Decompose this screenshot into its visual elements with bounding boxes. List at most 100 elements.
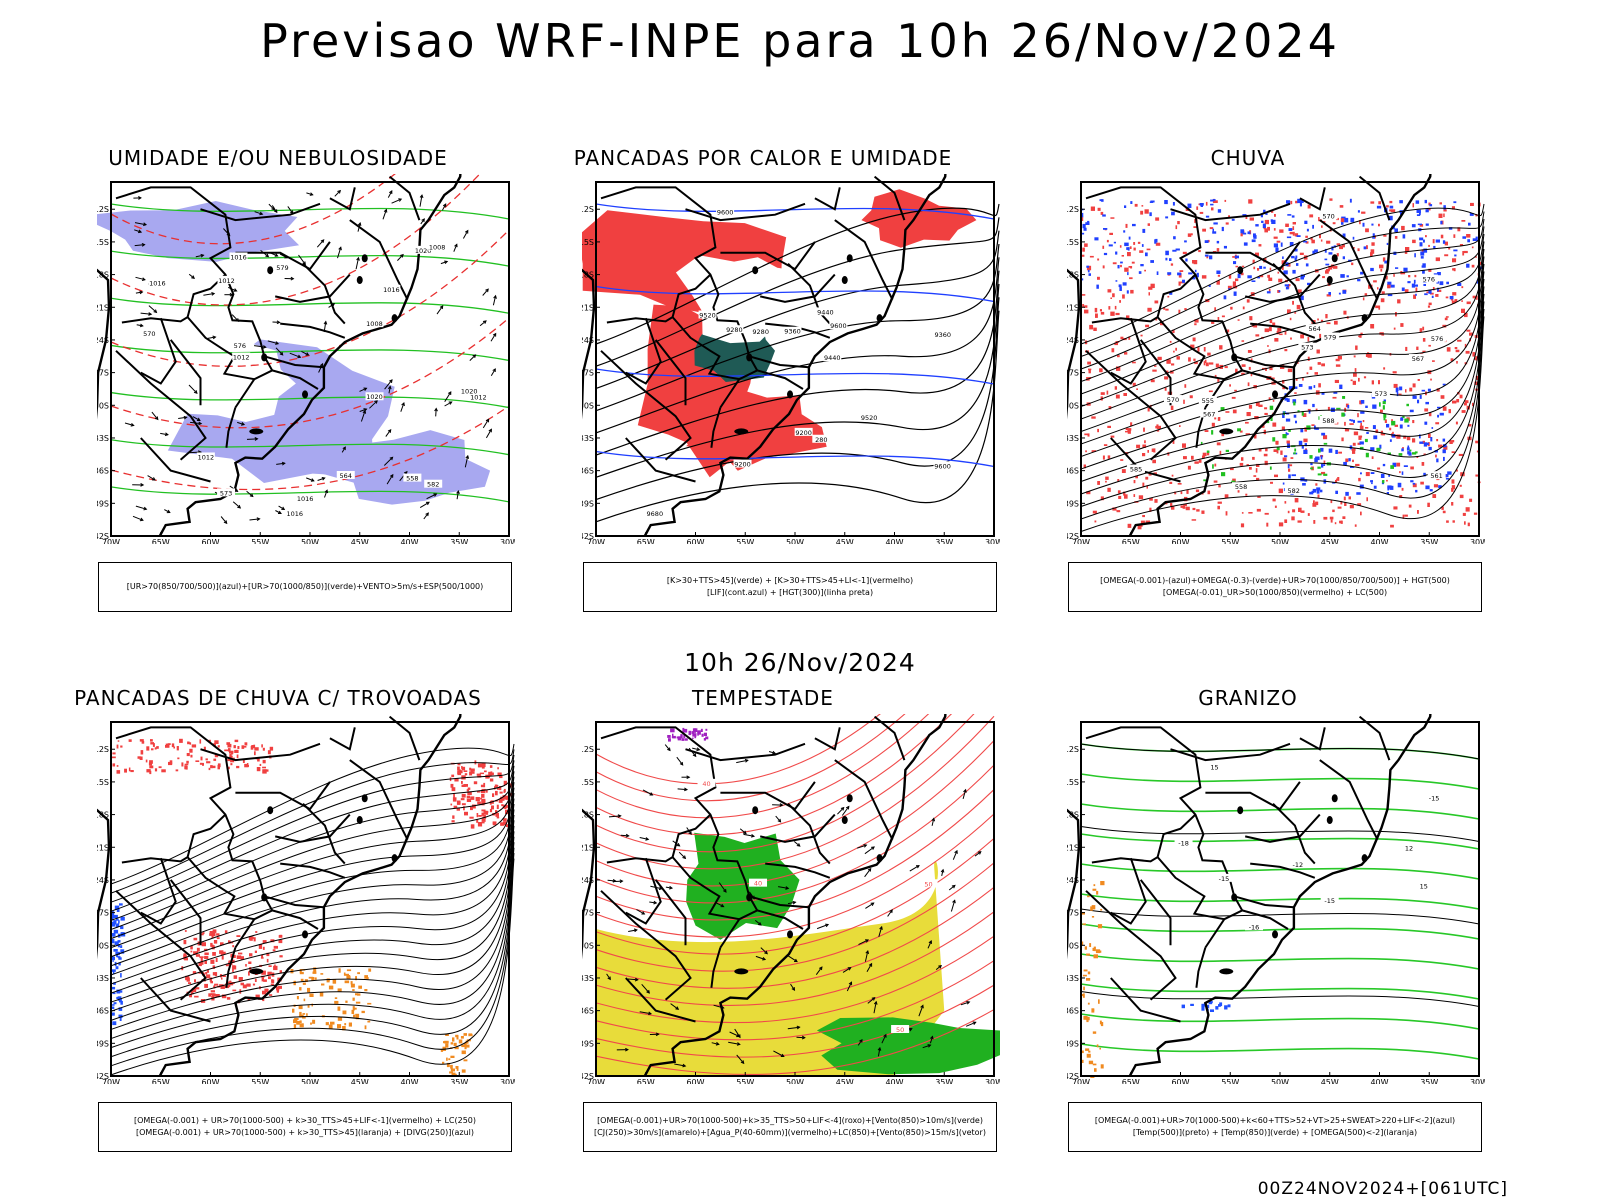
speckle bbox=[1437, 406, 1441, 409]
speckle bbox=[1444, 474, 1449, 478]
speckle bbox=[1132, 361, 1136, 364]
speckle bbox=[1205, 362, 1209, 367]
speckle bbox=[1366, 497, 1368, 502]
speckle bbox=[250, 745, 254, 750]
speckle bbox=[367, 1020, 371, 1023]
speckle bbox=[1274, 505, 1277, 508]
speckle bbox=[1120, 336, 1124, 340]
wind-vector bbox=[132, 515, 144, 521]
speckle bbox=[1267, 274, 1270, 278]
speckle bbox=[1318, 383, 1321, 388]
state-border bbox=[1205, 241, 1301, 271]
speckle bbox=[1085, 450, 1087, 453]
speckle bbox=[1325, 270, 1329, 274]
contour-line bbox=[1080, 991, 1480, 1007]
contour-label: 1020 bbox=[461, 388, 478, 396]
speckle bbox=[463, 1042, 467, 1046]
speckle bbox=[452, 797, 457, 802]
speckle bbox=[442, 1061, 445, 1064]
speckle bbox=[328, 985, 334, 990]
speckle bbox=[183, 939, 187, 945]
lon-label: 45W bbox=[1321, 1078, 1339, 1084]
wind-vector-head bbox=[211, 292, 216, 296]
speckle bbox=[1425, 223, 1429, 226]
speckle bbox=[667, 735, 671, 738]
wind-vector bbox=[793, 841, 801, 847]
speckle bbox=[252, 983, 256, 986]
wind-vector-head bbox=[472, 354, 477, 359]
speckle bbox=[1392, 462, 1397, 467]
speckle bbox=[1435, 294, 1439, 297]
state-border bbox=[235, 241, 331, 271]
wind-vector-head bbox=[302, 261, 306, 266]
speckle bbox=[1343, 310, 1347, 315]
speckle bbox=[1245, 433, 1251, 435]
speckle bbox=[183, 957, 188, 960]
speckle bbox=[499, 791, 503, 794]
speckle bbox=[1316, 490, 1320, 494]
speckle bbox=[1412, 483, 1417, 488]
speckle bbox=[1107, 487, 1111, 492]
speckle bbox=[255, 994, 260, 998]
speckle bbox=[1140, 334, 1143, 337]
speckle bbox=[1475, 375, 1479, 380]
speckle bbox=[1099, 199, 1103, 202]
speckle bbox=[1370, 472, 1375, 474]
speckle bbox=[1216, 280, 1220, 285]
speckle bbox=[1333, 391, 1338, 394]
speckle bbox=[492, 793, 495, 797]
lon-label: 65W bbox=[637, 1078, 655, 1084]
speckle bbox=[1086, 978, 1091, 981]
speckle bbox=[1389, 209, 1392, 212]
speckle bbox=[1342, 233, 1346, 238]
contour-label: 50 bbox=[924, 880, 932, 888]
speckle bbox=[1294, 257, 1297, 262]
wind-vector-head bbox=[419, 194, 424, 199]
wind-vector bbox=[279, 253, 288, 259]
speckle bbox=[229, 755, 233, 760]
speckle bbox=[1216, 442, 1221, 446]
wind-vector bbox=[867, 997, 876, 1004]
wind-vector bbox=[864, 846, 875, 855]
speckle bbox=[1320, 239, 1323, 242]
contour-line bbox=[110, 847, 515, 1058]
speckle bbox=[242, 758, 245, 763]
contour-label: 564 bbox=[1309, 325, 1321, 333]
speckle bbox=[1099, 950, 1102, 953]
panel-legend: [OMEGA(-0.001)+UR>70(1000-500)+k>35_TTS>… bbox=[583, 1102, 997, 1152]
speckle bbox=[204, 955, 209, 959]
speckle bbox=[1452, 292, 1457, 296]
speckle bbox=[249, 953, 253, 957]
speckle bbox=[195, 760, 200, 762]
contour-label-bg bbox=[1400, 843, 1419, 852]
speckle bbox=[1088, 1050, 1091, 1053]
lat-label: 18S bbox=[1067, 271, 1079, 280]
speckle bbox=[1395, 267, 1399, 269]
contour-label-bg bbox=[1127, 464, 1146, 473]
contour-line bbox=[595, 450, 995, 468]
speckle bbox=[1465, 350, 1470, 354]
speckle bbox=[350, 981, 353, 985]
speckle bbox=[1437, 272, 1441, 276]
speckle bbox=[1394, 228, 1398, 233]
contour-label-bg bbox=[365, 392, 384, 401]
speckle bbox=[226, 742, 231, 745]
speckle bbox=[1278, 290, 1281, 293]
wind-vector-head bbox=[454, 243, 458, 248]
speckle bbox=[1118, 284, 1122, 288]
speckle bbox=[261, 744, 263, 748]
speckle bbox=[196, 947, 200, 952]
speckle bbox=[1335, 358, 1340, 362]
speckle bbox=[1284, 284, 1289, 287]
speckle bbox=[1197, 347, 1200, 352]
speckle bbox=[229, 750, 234, 754]
speckle bbox=[1277, 271, 1280, 274]
speckle bbox=[210, 981, 213, 984]
wind-vector bbox=[909, 865, 920, 872]
speckle bbox=[1141, 205, 1144, 207]
speckle bbox=[1128, 266, 1132, 268]
speckle bbox=[1320, 319, 1324, 322]
speckle bbox=[1154, 300, 1159, 304]
speckle bbox=[346, 969, 352, 972]
